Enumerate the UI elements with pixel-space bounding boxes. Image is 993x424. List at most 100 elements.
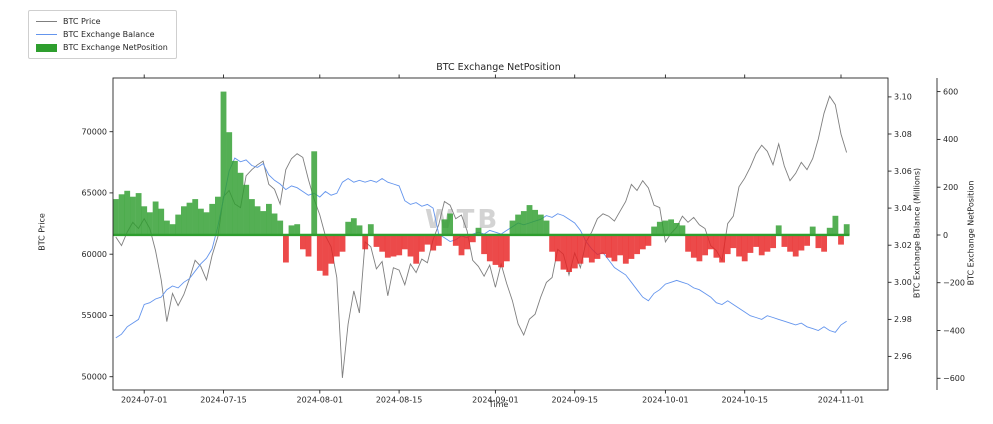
balance-tick-label: 3.02	[894, 241, 912, 250]
price-tick-label: 55000	[82, 311, 107, 320]
netposition-bar	[294, 224, 301, 235]
netposition-bar	[277, 220, 284, 235]
netposition-bar	[804, 235, 811, 246]
netposition-bar	[328, 235, 335, 264]
netposition-bar	[305, 235, 312, 257]
netposition-bar	[668, 219, 675, 235]
netposition-bar	[356, 225, 363, 235]
netposition-bar	[333, 235, 340, 257]
y-axis-label-price: BTC Price	[37, 213, 47, 251]
netposition-bar	[475, 227, 482, 235]
x-tick-label: 2024-11-01	[818, 396, 865, 405]
netposition-bar	[458, 235, 465, 256]
netposition-bar	[215, 196, 221, 235]
netposition-bar	[679, 225, 686, 235]
netposition-bar	[741, 235, 748, 262]
netposition-bar	[826, 227, 833, 235]
netposition-tick-label: −600	[943, 374, 965, 383]
netposition-bar	[492, 235, 499, 265]
netposition-bar	[815, 235, 822, 249]
price-tick-label: 60000	[82, 250, 107, 259]
netposition-bar	[130, 196, 136, 235]
netposition-bar	[226, 132, 233, 235]
netposition-bar	[300, 235, 306, 250]
netposition-bar	[362, 235, 369, 250]
balance-line-swatch	[36, 34, 57, 35]
legend-label: BTC Exchange NetPosition	[63, 43, 168, 52]
netposition-bar	[486, 235, 493, 262]
x-tick-label: 2024-08-15	[376, 396, 423, 405]
netposition-bar	[158, 208, 165, 235]
netposition-bar	[730, 235, 737, 249]
x-tick-label: 2024-08-01	[297, 396, 344, 405]
legend-item-netposition: BTC Exchange NetPosition	[36, 41, 168, 54]
netposition-bar	[401, 235, 408, 250]
netposition-bar	[673, 223, 680, 235]
netposition-bar	[571, 235, 578, 269]
netposition-tick-label: −200	[943, 279, 965, 288]
netposition-bar	[503, 235, 510, 262]
balance-tick-label: 3.04	[894, 204, 912, 213]
netposition-bar	[543, 220, 550, 235]
netposition-bar	[747, 235, 754, 253]
netposition-bar	[118, 194, 125, 235]
plot-box	[112, 77, 889, 391]
netposition-bar	[447, 213, 454, 235]
netposition-bar	[690, 235, 697, 258]
netposition-bar	[656, 221, 663, 235]
netposition-bar	[435, 235, 442, 246]
netposition-bar	[316, 235, 323, 271]
netposition-bar	[770, 235, 777, 249]
balance-tick-label: 3.06	[894, 167, 912, 176]
price-tick-label: 70000	[82, 128, 107, 137]
netposition-bar	[418, 235, 425, 252]
netposition-bar	[566, 235, 573, 272]
netposition-bar	[430, 235, 437, 251]
netposition-bar	[685, 235, 692, 252]
netposition-bar	[260, 211, 267, 235]
netposition-bar	[792, 235, 799, 257]
netposition-bar	[237, 172, 244, 235]
netposition-bar	[775, 225, 782, 235]
x-tick-label: 2024-09-01	[472, 396, 519, 405]
netposition-bar	[441, 219, 448, 235]
netposition-bar	[628, 235, 635, 259]
netposition-bar	[350, 218, 357, 235]
netposition-bar	[509, 220, 516, 235]
netposition-bar	[407, 235, 414, 257]
netposition-bar	[702, 235, 709, 256]
netposition-bar	[373, 235, 380, 247]
netposition-bar	[288, 225, 295, 235]
netposition-bar	[141, 206, 148, 235]
legend-label: BTC Price	[63, 17, 101, 26]
netposition-bar	[249, 199, 255, 235]
netposition-bar	[821, 235, 828, 252]
netposition-bar	[396, 235, 403, 256]
netposition-bar	[390, 235, 397, 257]
netposition-bar	[311, 151, 318, 235]
price-tick-label: 50000	[82, 373, 107, 382]
netposition-bar	[181, 206, 187, 235]
netposition-bar	[152, 201, 159, 235]
y-axis-label-balance: BTC Exchange Balance (Millions)	[912, 167, 922, 299]
netposition-bar	[787, 235, 794, 252]
netposition-bar	[186, 202, 193, 235]
netposition-bar	[549, 235, 556, 252]
netposition-bar	[169, 224, 176, 235]
netposition-tick-label: 200	[943, 183, 958, 192]
netposition-bar	[322, 235, 329, 276]
x-axis-label: Time	[488, 400, 509, 409]
netposition-bar	[577, 235, 584, 264]
chart-title: BTC Exchange NetPosition	[436, 62, 561, 73]
netposition-bar	[662, 220, 669, 235]
balance-tick-label: 2.98	[894, 315, 912, 324]
netposition-bar	[713, 235, 720, 258]
legend-label: BTC Exchange Balance	[63, 30, 155, 39]
netposition-bar	[605, 235, 612, 258]
price-line-swatch	[36, 21, 57, 22]
netposition-bar	[634, 235, 641, 255]
netposition-bar	[413, 235, 420, 264]
netposition-bar	[588, 235, 595, 263]
